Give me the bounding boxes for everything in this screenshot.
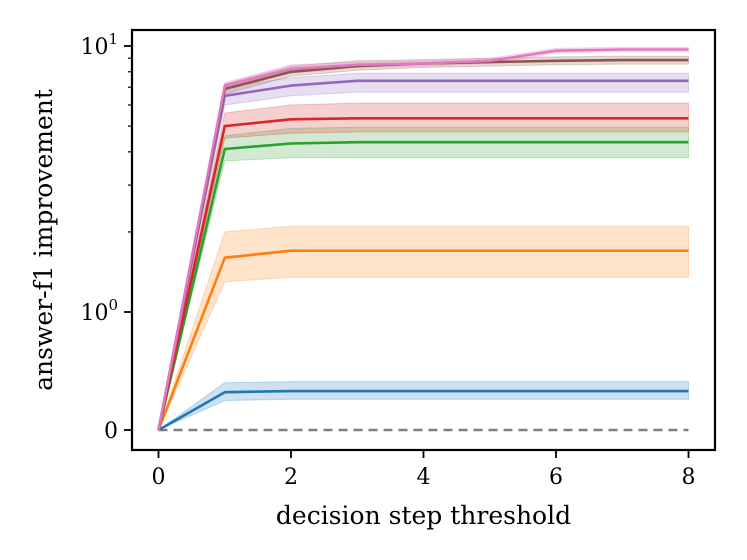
x-axis-label: decision step threshold bbox=[276, 501, 571, 530]
series-lines bbox=[157, 48, 689, 432]
x-tick-label: 6 bbox=[549, 465, 563, 490]
series-3-line bbox=[157, 140, 689, 431]
series-2-line bbox=[157, 249, 689, 431]
series-5-band bbox=[158, 72, 689, 431]
y-axis: 0 100 101 bbox=[80, 30, 132, 444]
x-tick-label: 4 bbox=[417, 465, 431, 490]
x-axis: 0 2 4 6 8 bbox=[152, 450, 696, 490]
series-1-line bbox=[157, 389, 689, 432]
series-7-line bbox=[157, 48, 689, 431]
plot-area bbox=[157, 46, 689, 432]
y-tick-label: 100 bbox=[80, 296, 118, 326]
y-tick-label: 0 bbox=[104, 419, 118, 444]
series-4-line bbox=[157, 117, 689, 431]
series-5-line bbox=[157, 79, 689, 431]
confidence-bands bbox=[158, 46, 689, 431]
series-1-band bbox=[158, 381, 689, 431]
y-tick-label: 101 bbox=[80, 30, 118, 60]
x-tick-label: 8 bbox=[682, 465, 696, 490]
x-tick-label: 2 bbox=[284, 465, 298, 490]
x-tick-label: 0 bbox=[152, 465, 166, 490]
y-axis-label: answer-f1 improvement bbox=[29, 89, 58, 391]
